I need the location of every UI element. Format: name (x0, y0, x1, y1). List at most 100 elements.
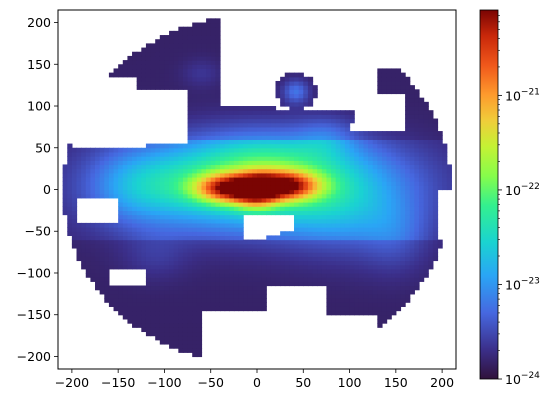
heatmap-cell (206, 110, 212, 115)
heatmap-cell (418, 202, 425, 207)
heatmap-cell (127, 68, 133, 74)
heatmap-cell (312, 185, 318, 191)
heatmap-cell (233, 218, 240, 224)
heatmap-cell (169, 202, 175, 207)
heatmap-cell (229, 227, 235, 232)
heatmap-cell (381, 202, 388, 207)
heatmap-cell (187, 114, 193, 120)
heatmap-cell (229, 214, 235, 220)
heatmap-cell (395, 151, 402, 157)
heatmap-cell (405, 151, 411, 157)
heatmap-cell (284, 185, 290, 191)
heatmap-cell (150, 60, 156, 65)
heatmap-cell (312, 268, 318, 274)
heatmap-cell (326, 243, 332, 249)
heatmap-cell (344, 289, 351, 295)
heatmap-cell (159, 310, 166, 316)
heatmap-cell (141, 172, 147, 178)
heatmap-cell (266, 239, 272, 245)
heatmap-cell (122, 156, 129, 161)
heatmap-cell (405, 235, 411, 241)
heatmap-cell (312, 243, 318, 249)
heatmap-cell (169, 281, 175, 287)
heatmap-cell (85, 189, 91, 195)
heatmap-cell (335, 126, 341, 132)
heatmap-cell (173, 164, 179, 170)
heatmap-cell (173, 176, 179, 182)
heatmap-cell (173, 168, 179, 174)
heatmap-cell (400, 131, 406, 136)
heatmap-cell (252, 131, 258, 136)
heatmap-cell (224, 264, 230, 270)
heatmap-cell (358, 143, 365, 149)
heatmap-cell (326, 122, 332, 128)
heatmap-cell (136, 51, 142, 57)
heatmap-cell (238, 285, 244, 291)
heatmap-cell (377, 172, 383, 178)
heatmap-cell (187, 101, 193, 107)
heatmap-cell (303, 89, 309, 95)
heatmap-cell (127, 264, 133, 270)
heatmap-cell (340, 122, 346, 128)
heatmap-cell (395, 176, 402, 182)
heatmap-cell (90, 172, 96, 178)
heatmap-cell (90, 235, 96, 241)
heatmap-cell (127, 172, 133, 178)
heatmap-cell (145, 227, 152, 232)
heatmap-cell (187, 181, 193, 186)
heatmap-cell (85, 260, 91, 266)
heatmap-cell (210, 135, 216, 140)
heatmap-cell (219, 218, 226, 224)
heatmap-cell (81, 252, 87, 257)
x-axis: −200 −150 −100 −50 0 50 100 150 200 (55, 369, 454, 390)
heatmap-cell (178, 214, 184, 220)
heatmap-cell (187, 189, 193, 195)
heatmap-cell (266, 110, 272, 115)
heatmap-cell (432, 189, 439, 195)
heatmap-cell (432, 122, 439, 128)
heatmap-cell (368, 272, 374, 278)
heatmap-cell (381, 89, 388, 95)
heatmap-cell (280, 114, 286, 120)
heatmap-cell (331, 160, 337, 166)
heatmap-cell (377, 176, 383, 182)
heatmap-cell (326, 139, 332, 145)
heatmap-cell (192, 256, 198, 262)
heatmap-cell (178, 210, 184, 216)
heatmap-cell (354, 285, 360, 291)
heatmap-cell (187, 293, 193, 299)
heatmap-cell (340, 289, 346, 295)
heatmap-cell (252, 298, 258, 303)
heatmap-cell (354, 160, 360, 166)
heatmap-cell (173, 327, 179, 333)
heatmap-cell (368, 210, 374, 216)
heatmap-cell (136, 323, 142, 328)
heatmap-cell (169, 30, 175, 36)
heatmap-cell (118, 239, 124, 245)
heatmap-cell (405, 260, 411, 266)
heatmap-cell (386, 252, 392, 257)
heatmap-cell (298, 164, 304, 170)
heatmap-cell (132, 252, 138, 257)
heatmap-cell (219, 122, 226, 128)
heatmap-cell (196, 193, 203, 199)
heatmap-cell (238, 147, 244, 153)
x-tick-label: 200 (430, 375, 454, 390)
heatmap-cell (280, 76, 286, 82)
heatmap-cell (414, 185, 420, 191)
heatmap-cell (358, 214, 365, 220)
heatmap-cell (238, 281, 244, 287)
heatmap-cell (298, 147, 304, 153)
heatmap-cell (141, 323, 147, 328)
heatmap-cell (414, 227, 420, 232)
heatmap-cell (386, 247, 392, 253)
heatmap-cell (215, 285, 221, 291)
heatmap-cell (349, 147, 355, 153)
heatmap-cell (238, 222, 244, 228)
heatmap-cell (321, 252, 328, 257)
heatmap-cell (210, 147, 216, 153)
heatmap-cell (261, 164, 267, 170)
heatmap-cell (164, 181, 170, 186)
heatmap-cell (395, 214, 402, 220)
heatmap-cell (196, 323, 203, 328)
